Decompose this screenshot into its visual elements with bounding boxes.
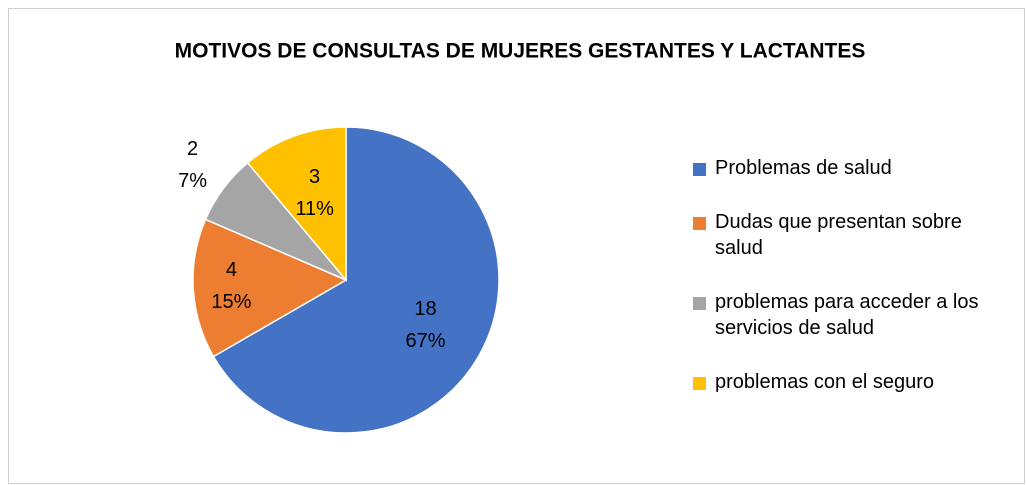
data-label-percent: 15% bbox=[211, 291, 251, 313]
legend-swatch bbox=[693, 377, 706, 390]
legend-swatch bbox=[693, 163, 706, 176]
data-label-value: 4 bbox=[226, 259, 237, 281]
legend: Problemas de salud Dudas que presentan so… bbox=[693, 155, 1013, 423]
legend-item: problemas con el seguro bbox=[693, 369, 1013, 395]
legend-swatch bbox=[693, 217, 706, 230]
pie-slice bbox=[212, 126, 500, 434]
chart-title: MOTIVOS DE CONSULTAS DE MUJERES GESTANTE… bbox=[175, 40, 866, 63]
pie-slice bbox=[192, 218, 348, 358]
legend-item: problemas para acceder a los servicios d… bbox=[693, 289, 1013, 341]
pie-slice bbox=[246, 126, 347, 283]
chart-frame bbox=[8, 8, 1025, 484]
data-label-percent: 7% bbox=[178, 170, 207, 192]
data-label-value: 18 bbox=[414, 298, 436, 320]
legend-label: problemas para acceder a los servicios d… bbox=[715, 291, 979, 339]
legend-swatch bbox=[693, 297, 706, 310]
legend-label: Problemas de salud bbox=[715, 157, 892, 179]
legend-item: Problemas de salud bbox=[693, 155, 1013, 181]
data-label-percent: 11% bbox=[295, 198, 334, 220]
data-label-value: 3 bbox=[309, 166, 320, 188]
legend-label: Dudas que presentan sobre salud bbox=[715, 211, 962, 259]
legend-item: Dudas que presentan sobre salud bbox=[693, 209, 1013, 261]
legend-label: problemas con el seguro bbox=[715, 371, 935, 393]
data-label-percent: 67% bbox=[405, 330, 445, 352]
data-label-value: 2 bbox=[187, 138, 198, 160]
